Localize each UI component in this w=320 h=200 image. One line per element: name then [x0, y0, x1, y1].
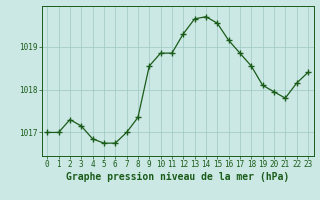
X-axis label: Graphe pression niveau de la mer (hPa): Graphe pression niveau de la mer (hPa) [66, 172, 289, 182]
